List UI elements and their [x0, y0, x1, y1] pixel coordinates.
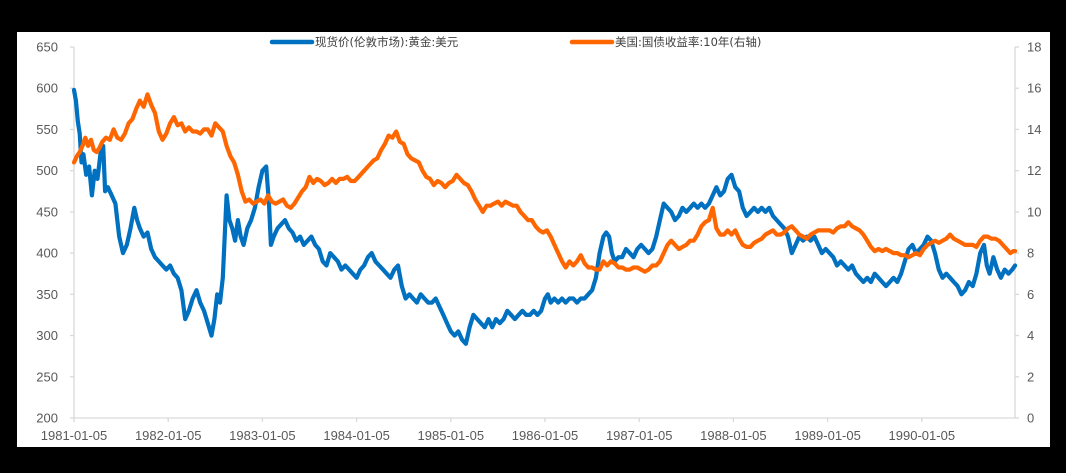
left-tick-label: 400	[36, 246, 58, 261]
right-tick-label: 14	[1027, 122, 1041, 137]
right-tick-label: 2	[1027, 369, 1034, 384]
left-tick-label: 550	[36, 122, 58, 137]
left-tick-label: 350	[36, 287, 58, 302]
series-lines	[71, 87, 1018, 346]
legend: 现货价(伦敦市场):黄金:美元 美国:国债收益率:10年(右轴)	[269, 35, 761, 49]
gold-price-line	[71, 87, 1018, 346]
x-tick-label: 1981-01-05	[41, 428, 108, 443]
left-tick-label: 500	[36, 163, 58, 178]
right-tick-label: 8	[1027, 246, 1034, 261]
treasury-yield-line	[71, 92, 1018, 274]
right-tick-label: 6	[1027, 287, 1034, 302]
x-tick-label: 1987-01-05	[606, 428, 673, 443]
x-axis: 1981-01-05 1982-01-05 1983-01-05 1984-01-05…	[41, 417, 1015, 443]
x-tick-label: 1986-01-05	[512, 428, 579, 443]
x-tick-label: 1982-01-05	[135, 428, 202, 443]
chart-area: 现货价(伦敦市场):黄金:美元 美国:国债收益率:10年(右轴) 200 250 30…	[17, 32, 1050, 447]
left-tick-label: 650	[36, 40, 58, 55]
left-y-axis: 200 250 300 350 400 450 500 550 600 650	[36, 40, 75, 426]
left-tick-label: 200	[36, 411, 58, 426]
left-tick-label: 250	[36, 369, 58, 384]
left-tick-label: 600	[36, 81, 58, 96]
line-chart: 现货价(伦敦市场):黄金:美元 美国:国债收益率:10年(右轴) 200 250 30…	[36, 35, 1041, 443]
x-tick-label: 1983-01-05	[229, 428, 296, 443]
right-tick-label: 18	[1027, 40, 1041, 55]
right-tick-label: 16	[1027, 81, 1041, 96]
right-tick-label: 10	[1027, 204, 1041, 219]
right-tick-label: 4	[1027, 328, 1034, 343]
x-tick-label: 1990-01-05	[889, 428, 956, 443]
legend-label-yield: 美国:国债收益率:10年(右轴)	[615, 35, 761, 49]
x-tick-label: 1985-01-05	[418, 428, 485, 443]
left-tick-label: 450	[36, 204, 58, 219]
legend-label-gold: 现货价(伦敦市场):黄金:美元	[315, 35, 459, 49]
x-tick-label: 1984-01-05	[323, 428, 390, 443]
left-tick-label: 300	[36, 328, 58, 343]
x-tick-label: 1988-01-05	[700, 428, 767, 443]
right-tick-label: 12	[1027, 163, 1041, 178]
x-tick-label: 1989-01-05	[794, 428, 861, 443]
right-tick-label: 0	[1027, 411, 1034, 426]
right-y-axis: 0 2 4 6 8 10 12 14 16 18	[1014, 40, 1041, 426]
